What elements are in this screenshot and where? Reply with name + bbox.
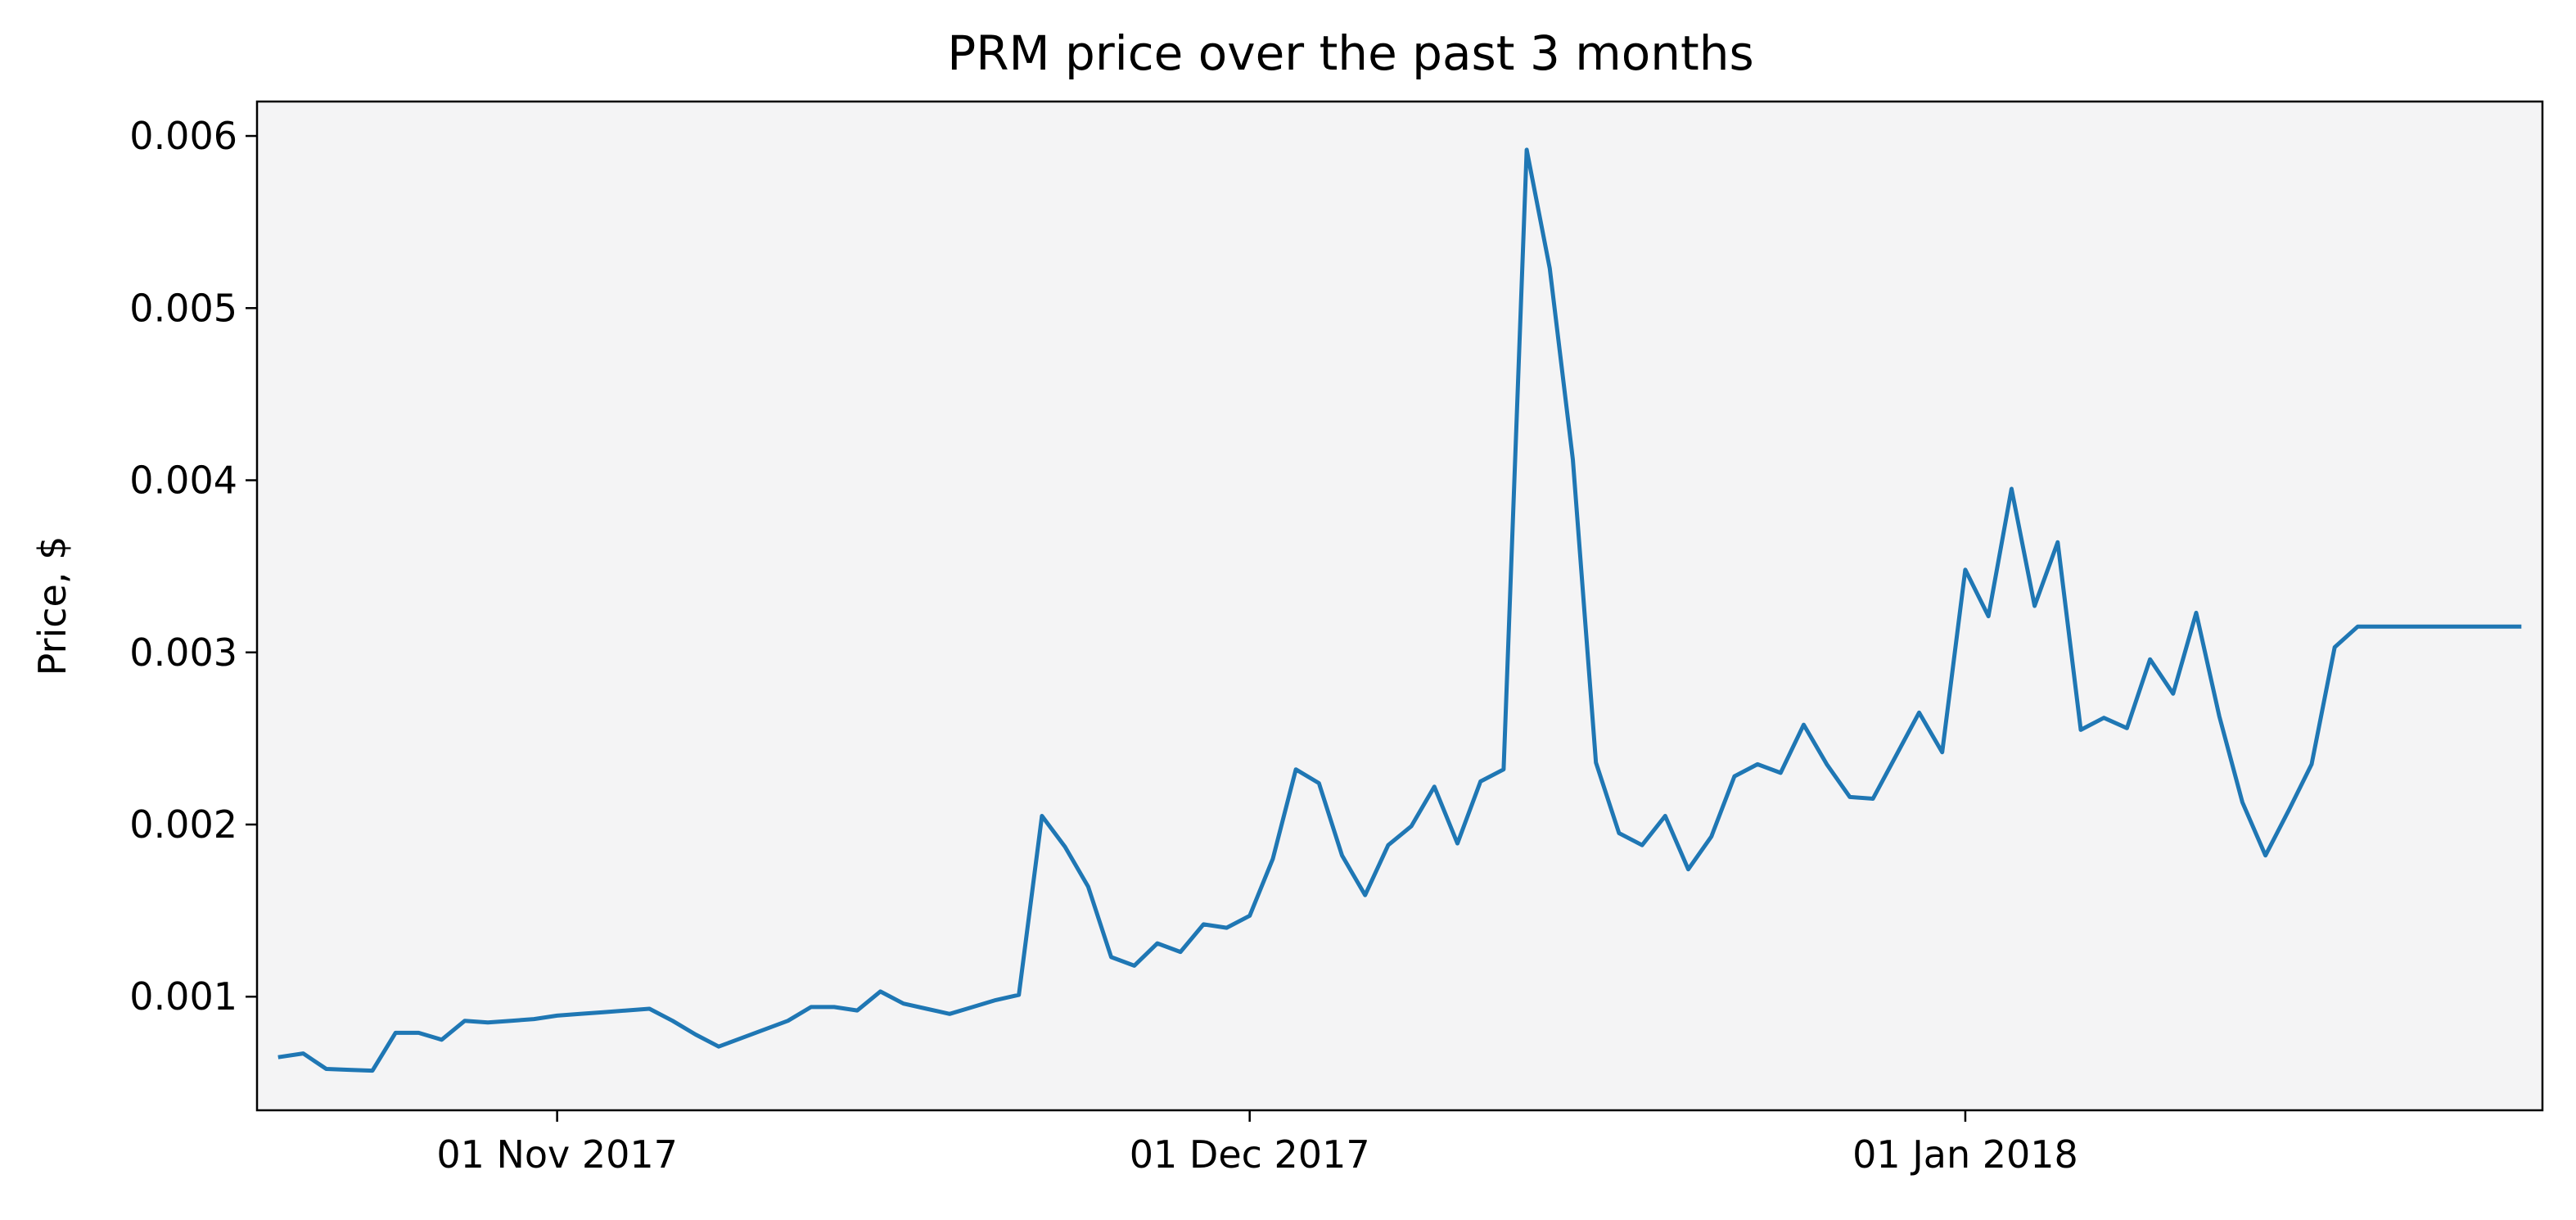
y-axis-label: Price, $ (30, 536, 74, 676)
y-tick-label: 0.004 (129, 459, 237, 503)
y-axis: 0.001 0.002 0.003 0.004 0.005 0.006 (129, 114, 257, 1019)
chart-title: PRM price over the past 3 months (947, 25, 1754, 81)
y-tick-label: 0.005 (129, 286, 237, 330)
x-tick-label: 01 Dec 2017 (1130, 1132, 1370, 1177)
y-tick-label: 0.006 (129, 114, 237, 158)
y-tick-label: 0.002 (129, 802, 237, 847)
y-tick-label: 0.001 (129, 974, 237, 1019)
series-layer (277, 147, 2522, 1073)
plot-area (257, 102, 2542, 1110)
x-axis: 01 Nov 2017 01 Dec 2017 01 Jan 2018 (436, 1110, 2078, 1177)
plot-frame (255, 100, 2544, 1112)
x-tick-label: 01 Nov 2017 (436, 1132, 678, 1177)
x-tick-label: 01 Jan 2018 (1852, 1132, 2078, 1177)
price-line (277, 147, 2522, 1073)
y-tick-label: 0.003 (129, 630, 237, 675)
